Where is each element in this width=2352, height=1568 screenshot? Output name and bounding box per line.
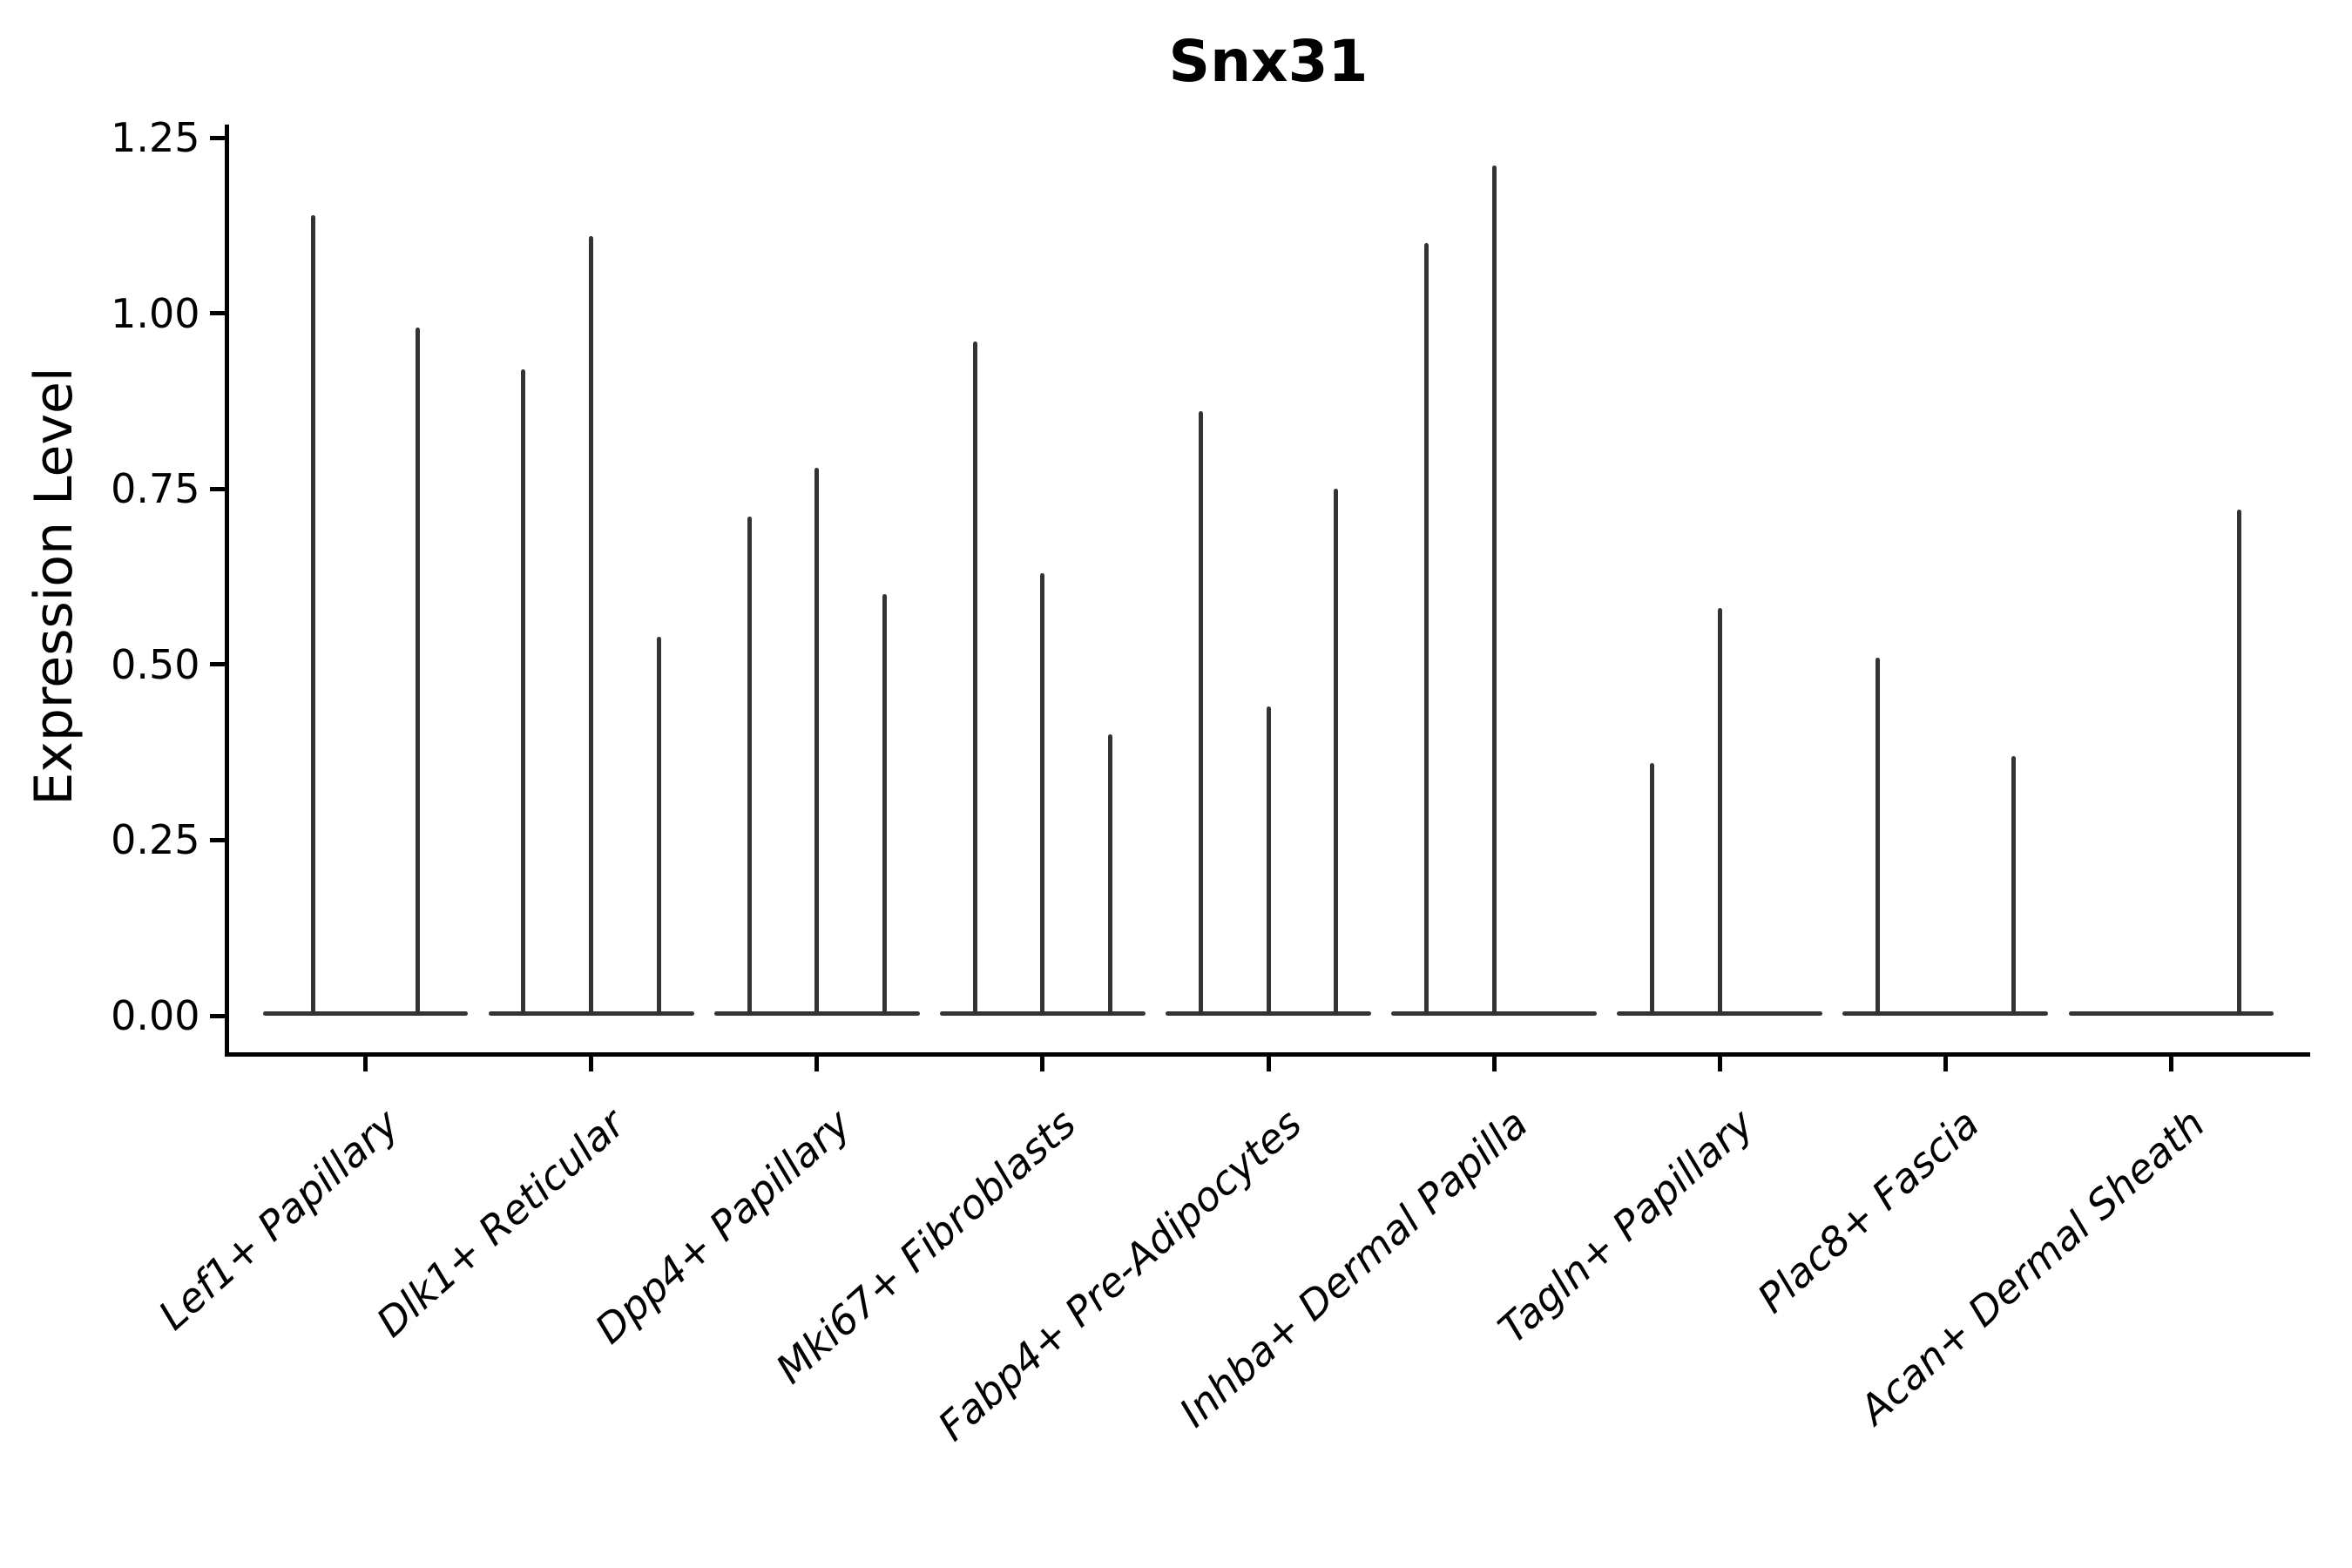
y-tick-label: 1.00 [111, 289, 200, 337]
y-tick [209, 837, 225, 842]
chart-title: Snx31 [1168, 28, 1369, 95]
violin-spike [747, 517, 752, 1016]
y-tick [209, 486, 225, 491]
violin-spike [521, 369, 526, 1016]
x-tick [363, 1056, 368, 1071]
violin-spike [2011, 755, 2016, 1016]
violin-spike [1266, 706, 1271, 1016]
x-tick [1943, 1056, 1948, 1071]
y-tick-label: 1.25 [111, 114, 200, 161]
x-tick [1717, 1056, 1722, 1071]
violin-base [2068, 1011, 2274, 1016]
violin-spike [2236, 510, 2241, 1016]
x-tick [589, 1056, 594, 1071]
violin-spike [415, 327, 420, 1016]
violin-spike [1649, 762, 1654, 1016]
violin-spike [1717, 608, 1722, 1016]
violin-spike [1334, 489, 1339, 1016]
x-tick [1491, 1056, 1497, 1071]
y-tick-label: 0.50 [111, 640, 200, 688]
violin-spike [1040, 572, 1045, 1016]
x-tick [1266, 1056, 1271, 1071]
violin-spike [814, 468, 820, 1016]
y-tick-label: 0.75 [111, 465, 200, 513]
y-axis-spine [224, 125, 229, 1057]
violin-spike [1198, 411, 1203, 1016]
x-tick-label: Plac8+ Fascia [1748, 1099, 1989, 1322]
x-tick [814, 1056, 820, 1071]
y-tick [209, 135, 225, 140]
violin-spike [311, 214, 316, 1016]
violin-spike [1491, 166, 1497, 1016]
violin-spike [1423, 242, 1429, 1016]
y-tick [209, 1013, 225, 1018]
violin-spike [656, 636, 661, 1016]
violin-spike [589, 235, 594, 1016]
violin-spike [972, 341, 977, 1016]
y-tick-label: 0.00 [111, 992, 200, 1039]
x-tick-label: Dlk1+ Reticular [367, 1099, 634, 1347]
x-tick [1040, 1056, 1045, 1071]
y-tick [209, 662, 225, 667]
y-tick [209, 311, 225, 316]
y-tick-label: 0.25 [111, 816, 200, 864]
violin-base [1842, 1011, 2049, 1016]
x-tick [2168, 1056, 2173, 1071]
x-tick-label: Fabp4+ Pre-Adipocytes [929, 1099, 1311, 1450]
violin-spike [882, 594, 887, 1016]
violin-base [262, 1011, 469, 1016]
violin-spike [1108, 734, 1113, 1016]
violin-spike [1876, 657, 1881, 1016]
x-tick-label: Lef1+ Papillary [149, 1099, 409, 1340]
x-axis-spine [224, 1051, 2310, 1057]
